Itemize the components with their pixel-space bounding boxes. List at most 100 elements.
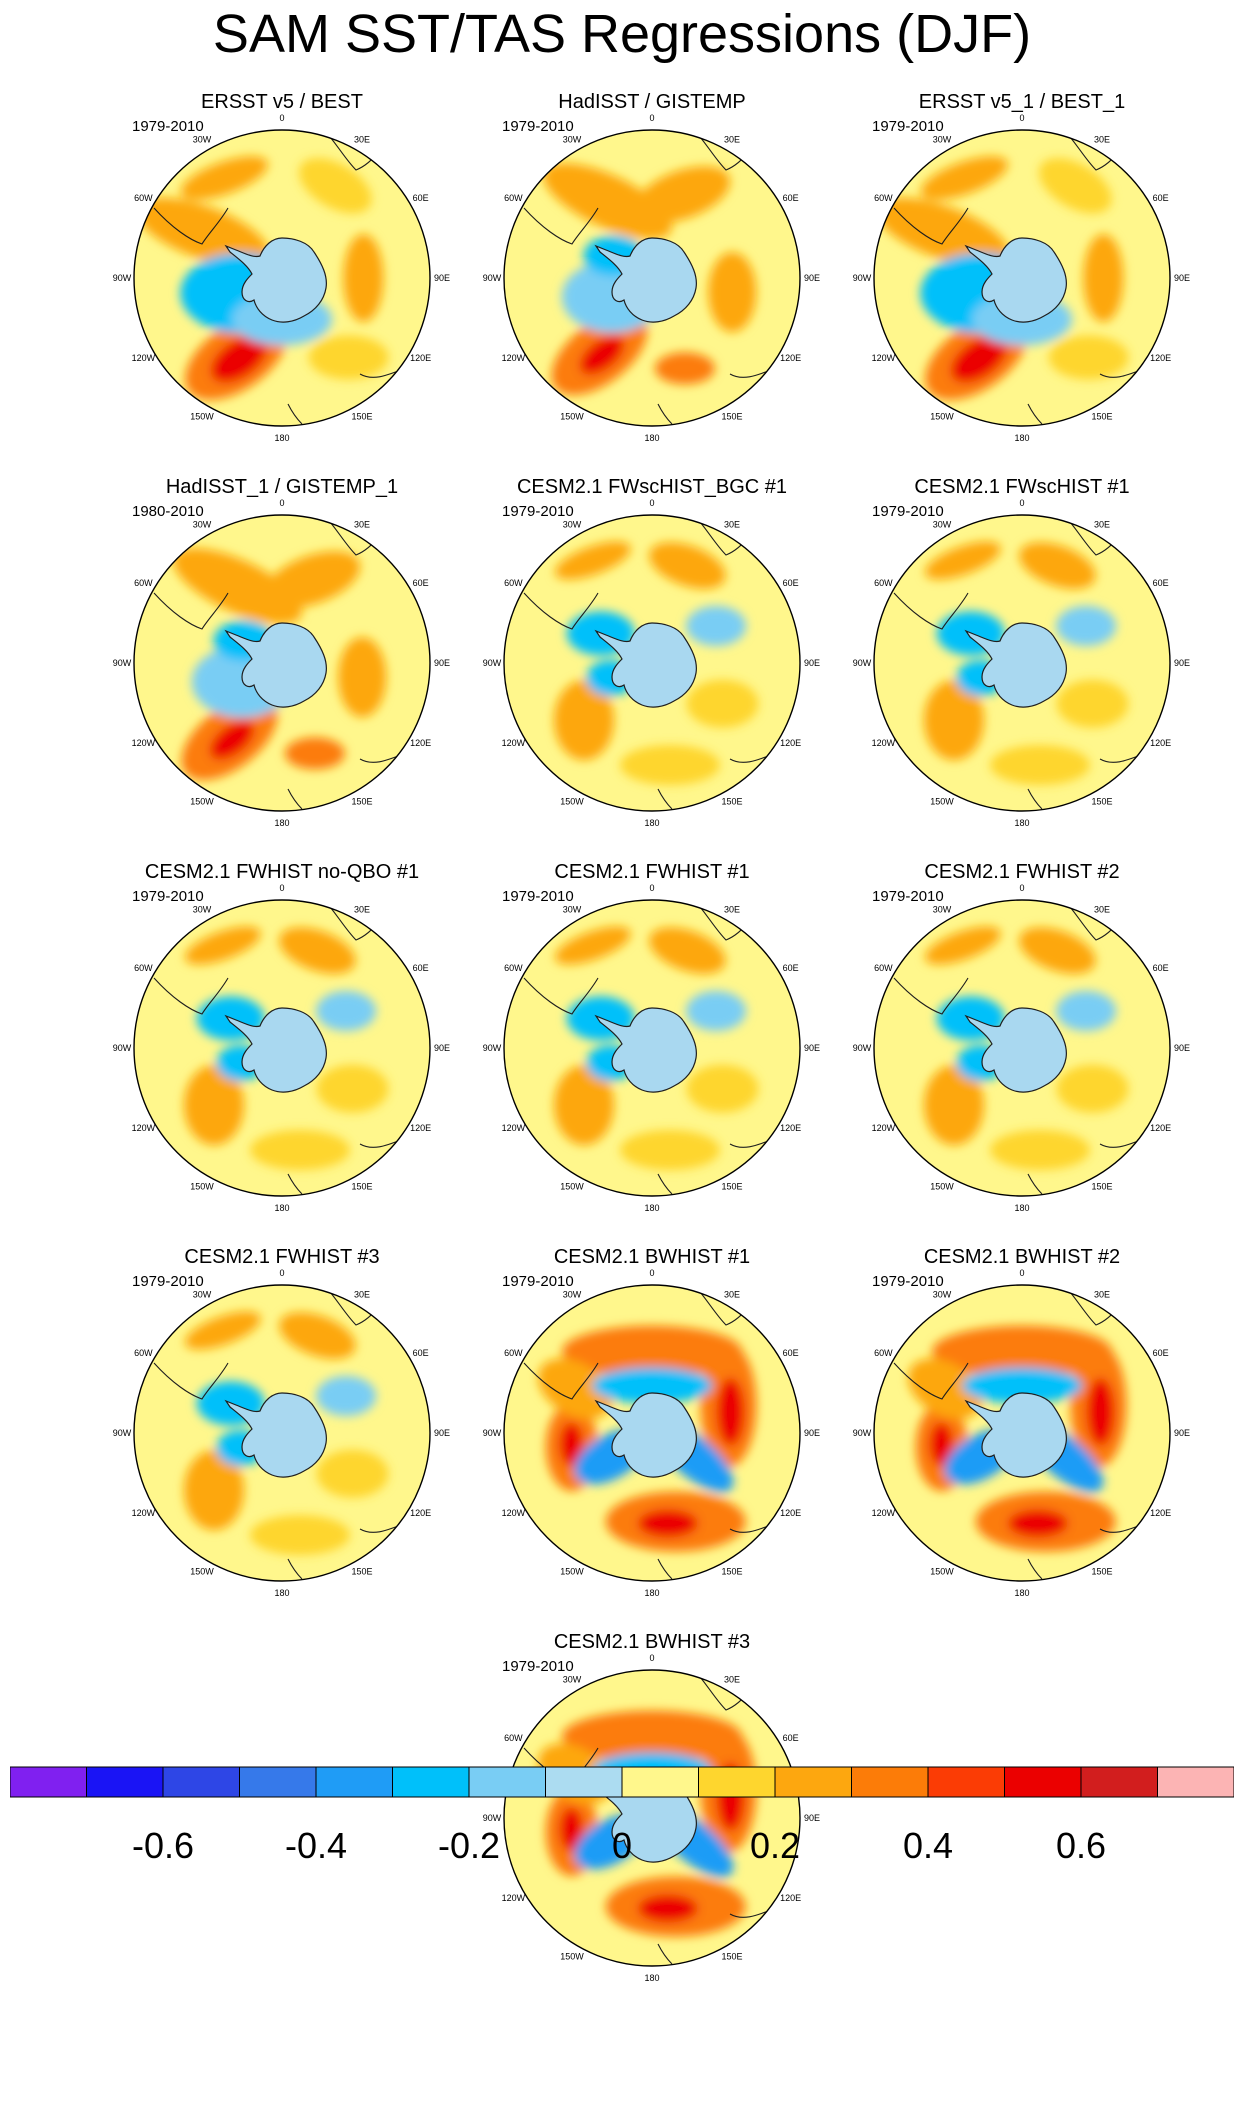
anomaly-region	[579, 335, 625, 375]
anomaly-region	[316, 991, 377, 1031]
map-border	[873, 1284, 1171, 1582]
anomaly-region	[908, 1358, 983, 1419]
longitude-label: 180	[274, 818, 289, 828]
colorbar-swatch	[545, 1766, 623, 1798]
polar-map: 0 30E 60E 90E 120E 150E 180 150W 120W 90W 60W 30W	[483, 884, 820, 1213]
longitude-label: 150E	[721, 1182, 742, 1192]
longitude-label: 150E	[721, 1952, 742, 1962]
longitude-label: 30E	[354, 904, 370, 914]
antarctica-outline	[224, 237, 327, 323]
map-border	[873, 129, 1171, 427]
longitude-label: 120W	[502, 353, 526, 363]
longitude-label: 180	[274, 1588, 289, 1598]
anomaly-region	[284, 737, 345, 770]
longitude-label: 120E	[1150, 353, 1171, 363]
longitude-label: 90W	[483, 1043, 502, 1053]
anomaly-region	[637, 1894, 698, 1923]
longitude-label: 120W	[132, 353, 156, 363]
longitude-label: 150W	[930, 412, 954, 422]
longitude-label: 30E	[1094, 519, 1110, 529]
anomaly-region	[637, 1509, 698, 1538]
panel-title: CESM2.1 FWHIST #2	[924, 861, 1120, 883]
longitude-label: 120W	[872, 353, 896, 363]
longitude-label: 30E	[354, 519, 370, 529]
longitude-label: 150W	[930, 1567, 954, 1577]
longitude-label: 120W	[872, 1123, 896, 1133]
map-panel: HadISST / GISTEMP 1979-2010 0 30E 60E 90E 120E…	[466, 90, 838, 460]
panel-years: 1979-2010	[502, 1658, 574, 1675]
longitude-label: 60W	[134, 578, 153, 588]
polar-map: 0 30E 60E 90E 120E 150E 180 150W 120W 90W 60W 30W	[483, 1269, 820, 1598]
panel-title: HadISST / GISTEMP	[558, 91, 746, 113]
anomaly-region	[264, 551, 361, 608]
longitude-label: 60E	[1153, 578, 1169, 588]
longitude-label: 150W	[190, 797, 214, 807]
anomaly-region	[924, 1065, 984, 1146]
map-panel: HadISST_1 / GISTEMP_1 1980-2010 0 30E 60E 90E…	[96, 475, 468, 845]
anomaly-region	[708, 252, 757, 333]
coastline	[153, 207, 229, 245]
longitude-label: 30E	[1094, 1289, 1110, 1299]
longitude-label: 60E	[1153, 963, 1169, 973]
longitude-label: 90E	[1174, 1428, 1190, 1438]
panel-title: CESM2.1 BWHIST #1	[553, 1246, 751, 1268]
longitude-label: 120E	[1150, 1123, 1171, 1133]
longitude-label: 0	[649, 884, 654, 893]
longitude-label: 150E	[1091, 1567, 1112, 1577]
coastline	[153, 1362, 229, 1400]
longitude-label: 90W	[483, 658, 502, 668]
anomaly-region	[920, 156, 1008, 200]
panel-title: CESM2.1 FWscHIST_BGC #1	[516, 476, 788, 498]
panel-title: HadISST_1 / GISTEMP_1	[165, 476, 399, 498]
polar-map: 0 30E 60E 90E 120E 150E 180 150W 120W 90W 60W 30W	[853, 1269, 1190, 1598]
longitude-label: 120W	[872, 1508, 896, 1518]
anomaly-region	[686, 679, 759, 728]
anomaly-region	[924, 926, 1001, 965]
coastline	[287, 788, 303, 810]
colorbar	[10, 1766, 1234, 1798]
anomaly-region	[924, 541, 1001, 580]
map-border	[503, 899, 801, 1197]
anomaly-region	[209, 720, 255, 760]
longitude-label: 60E	[783, 963, 799, 973]
map-panel: CESM2.1 FWscHIST_BGC #1 1979-2010 0 30E 60E 9…	[466, 475, 838, 845]
polar-map: 0 30E 60E 90E 120E 150E 180 150W 120W 90W 60W 30W	[853, 499, 1190, 828]
coastline	[657, 1173, 673, 1195]
anomaly-region	[554, 926, 631, 965]
longitude-label: 30E	[724, 1674, 740, 1684]
map-panel: CESM2.1 BWHIST #3 1979-2010 0 30E 60E 90E 120E…	[466, 1630, 838, 2000]
anomaly-region	[1056, 991, 1117, 1031]
coastline	[287, 403, 303, 425]
longitude-label: 120E	[1150, 1508, 1171, 1518]
coastline	[153, 977, 229, 1015]
polar-map: 0 30E 60E 90E 120E 150E 180 150W 120W 90W 60W 30W	[483, 114, 820, 443]
anomaly-region	[343, 234, 384, 322]
longitude-label: 90E	[804, 1428, 820, 1438]
longitude-label: 30E	[724, 1289, 740, 1299]
longitude-label: 120W	[132, 738, 156, 748]
map-border	[873, 899, 1171, 1197]
anomaly-region	[620, 1130, 720, 1170]
polar-map: 0 30E 60E 90E 120E 150E 180 150W 120W 90W 60W 30W	[483, 499, 820, 828]
panel-title: CESM2.1 FWHIST #1	[554, 861, 750, 883]
longitude-label: 60E	[413, 963, 429, 973]
longitude-label: 90E	[804, 1813, 820, 1823]
anomaly-region	[686, 606, 747, 646]
map-panel: CESM2.1 BWHIST #2 1979-2010 0 30E 60E 90E 120E…	[836, 1245, 1208, 1615]
antarctica-outline	[224, 1007, 327, 1093]
longitude-label: 120E	[410, 353, 431, 363]
colorbar-tick-label: 0	[611, 1825, 633, 1866]
colorbar-tick-label: 0.4	[902, 1825, 954, 1866]
anomaly-region	[184, 1311, 261, 1350]
longitude-label: 30E	[354, 134, 370, 144]
longitude-label: 120E	[780, 738, 801, 748]
colorbar-swatch	[621, 1766, 699, 1798]
colorbar-swatch	[1080, 1766, 1158, 1798]
colorbar-swatch	[86, 1766, 164, 1798]
colorbar-swatch	[468, 1766, 546, 1798]
anomaly-region	[559, 1807, 584, 1852]
longitude-label: 30W	[933, 134, 952, 144]
map-panel: CESM2.1 FWscHIST #1 1979-2010 0 30E 60E 90E 12…	[836, 475, 1208, 845]
anomaly-region	[316, 1376, 377, 1416]
longitude-label: 30W	[933, 519, 952, 529]
